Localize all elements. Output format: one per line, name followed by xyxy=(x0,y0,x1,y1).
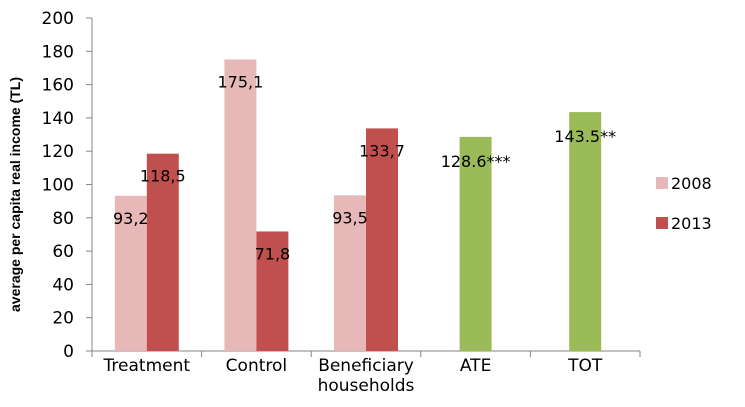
legend-swatch xyxy=(656,177,668,189)
data-label: 175,1 xyxy=(217,72,263,91)
legend-label: 2013 xyxy=(671,214,712,233)
bar xyxy=(114,195,147,351)
bar xyxy=(146,153,179,351)
chart-data-labels: 93,2 118,5 175,1 71,8 93,5 133,7 128.6*** 143.5… xyxy=(113,72,616,263)
legend-label: 2008 xyxy=(671,174,712,193)
y-tick-label: 0 xyxy=(63,342,74,362)
y-tick-label: 100 xyxy=(42,176,74,196)
x-tick-label: ATE xyxy=(460,356,491,376)
data-label: 133,7 xyxy=(359,141,405,160)
bar xyxy=(569,112,602,351)
y-tick-label: 200 xyxy=(42,9,74,29)
data-label: 143.5** xyxy=(554,127,616,146)
y-tick-label: 40 xyxy=(52,275,74,295)
bar xyxy=(256,231,289,351)
y-tick-label: 80 xyxy=(52,209,74,229)
x-tick-label: Treatment xyxy=(103,356,191,376)
y-tick-label: 20 xyxy=(52,309,74,329)
y-tick-label: 160 xyxy=(42,76,74,96)
chart-bars xyxy=(114,59,602,352)
data-label: 93,2 xyxy=(113,209,149,228)
bar xyxy=(459,136,492,351)
y-tick-label: 140 xyxy=(42,109,74,129)
y-tick-label: 120 xyxy=(42,142,74,162)
y-axis-title: average per capita real income (TL) xyxy=(7,77,23,312)
legend-swatch xyxy=(656,217,668,229)
data-label: 118,5 xyxy=(140,167,186,186)
data-label: 93,5 xyxy=(332,208,368,227)
bar xyxy=(224,59,257,352)
y-tick-label: 60 xyxy=(52,242,74,262)
x-tick-label: TOT xyxy=(567,356,603,376)
x-tick-label: Control xyxy=(226,356,287,376)
data-label: 128.6*** xyxy=(441,152,511,171)
x-tick-label: Beneficiary households xyxy=(318,356,415,396)
data-label: 71,8 xyxy=(255,244,291,263)
y-tick-label: 180 xyxy=(42,42,74,62)
bar xyxy=(366,128,398,351)
bar xyxy=(334,195,366,351)
chart-legend: 2008 2013 xyxy=(656,174,712,233)
chart-axes: 0 20 40 60 80 100 120 140 160 180 200 Treatment Cont… xyxy=(7,9,641,396)
